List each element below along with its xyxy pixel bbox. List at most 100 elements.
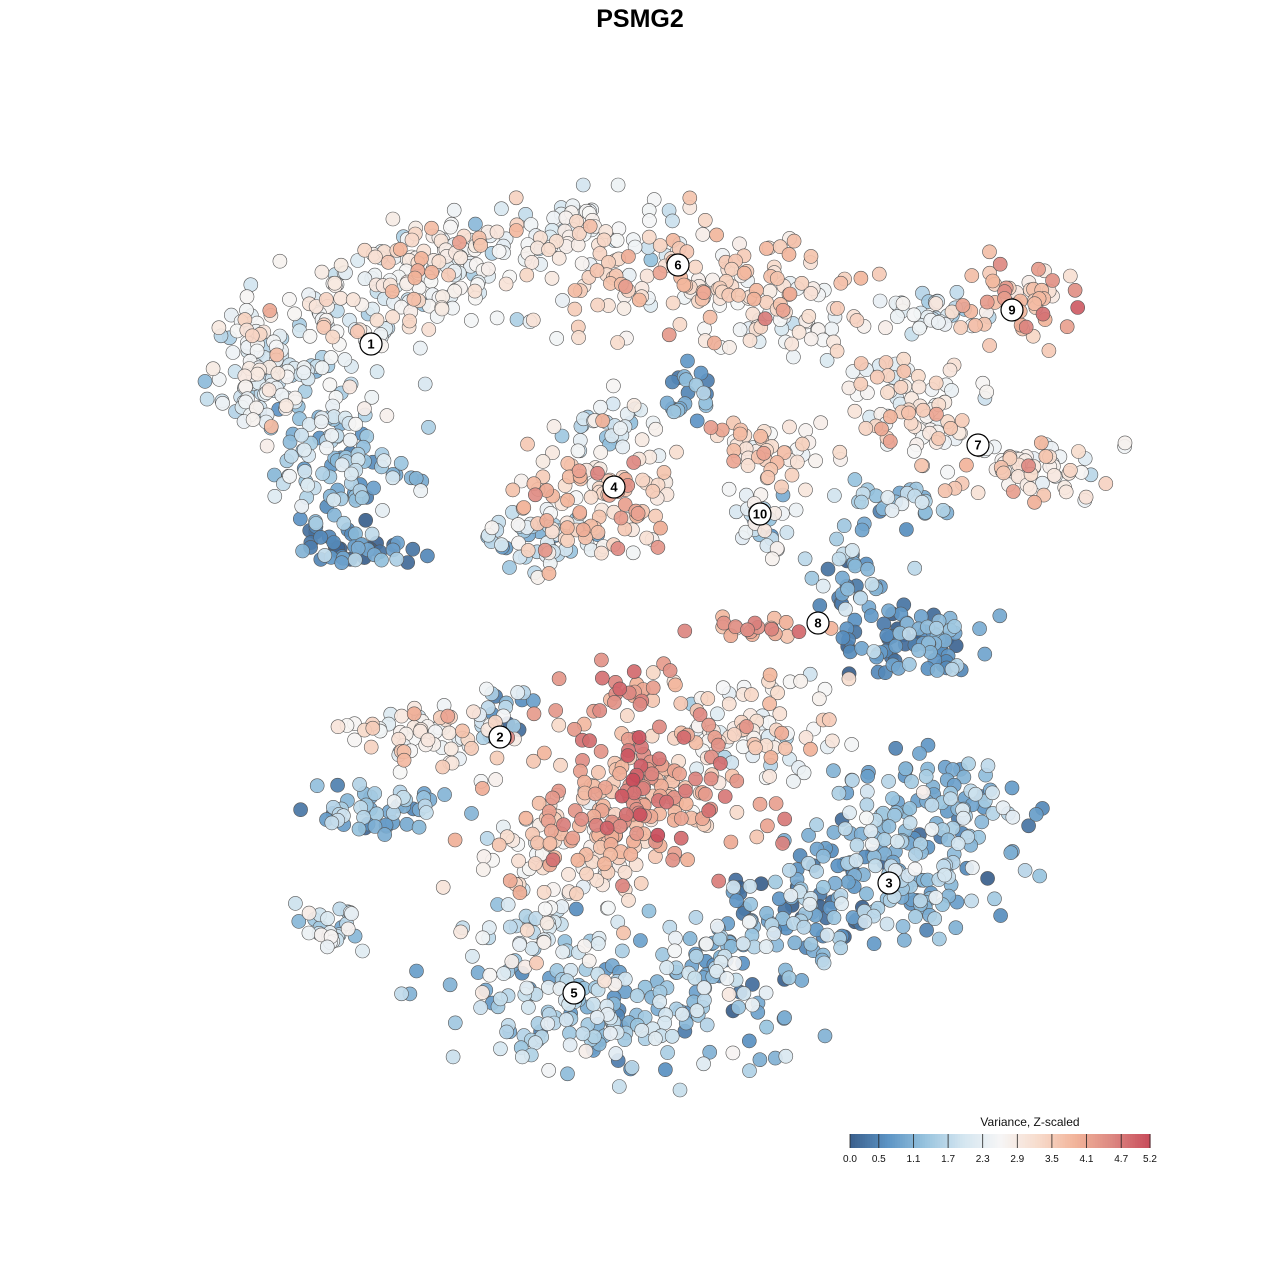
scatter-point	[594, 670, 610, 686]
colorbar-segment	[1100, 1134, 1104, 1148]
scatter-point	[590, 936, 606, 952]
scatter-point	[859, 784, 875, 799]
scatter-point	[796, 919, 812, 935]
scatter-point	[546, 419, 562, 434]
scatter-point	[844, 773, 860, 788]
scatter-point	[294, 427, 309, 443]
scatter-point	[441, 725, 457, 741]
colorbar-segment	[910, 1134, 914, 1148]
scatter-point	[1021, 458, 1036, 474]
scatter-point	[592, 703, 608, 718]
colorbar-segment	[975, 1134, 979, 1148]
scatter-point	[902, 801, 918, 816]
cluster-label-badge	[877, 871, 901, 895]
colorbar-segment	[987, 1134, 991, 1148]
scatter-point	[333, 290, 349, 306]
scatter-point	[931, 931, 947, 947]
scatter-point	[489, 750, 505, 766]
scatter-point	[613, 421, 628, 436]
scatter-point	[1027, 296, 1042, 312]
scatter-point	[583, 489, 599, 505]
scatter-point	[512, 937, 527, 952]
scatter-point	[880, 385, 895, 400]
scatter-point	[725, 1045, 741, 1061]
scatter-point	[689, 1003, 705, 1019]
scatter-point	[404, 232, 420, 248]
scatter-point	[673, 811, 689, 826]
cluster-label-5: 5	[562, 981, 586, 1005]
scatter-point	[872, 293, 888, 309]
scatter-point	[709, 963, 724, 979]
scatter-point	[902, 815, 918, 831]
scatter-point	[526, 753, 541, 769]
scatter-point	[343, 466, 359, 482]
scatter-point	[334, 555, 350, 571]
scatter-point	[325, 329, 341, 345]
scatter-point	[596, 232, 612, 248]
scatter-point	[314, 264, 330, 280]
scatter-point	[1070, 300, 1085, 315]
scatter-point	[313, 414, 329, 430]
scatter-point	[1031, 261, 1046, 277]
colorbar-segment	[872, 1134, 876, 1148]
scatter-point	[968, 786, 983, 802]
scatter-point	[700, 691, 716, 706]
scatter-point	[380, 254, 396, 270]
scatter-point	[927, 911, 943, 927]
scatter-point	[841, 671, 857, 687]
scatter-point	[760, 818, 775, 834]
colorbar-segment	[985, 1134, 989, 1148]
scatter-point	[738, 524, 754, 540]
scatter-point	[1034, 435, 1049, 451]
cluster-label-badge	[806, 611, 830, 635]
scatter-point	[650, 827, 666, 843]
cluster-label-text: 9	[1008, 303, 1015, 318]
scatter-point	[617, 864, 633, 880]
scatter-point	[259, 438, 275, 454]
scatter-point	[703, 420, 719, 435]
scatter-point	[1028, 807, 1044, 822]
scatter-point	[643, 252, 659, 268]
scatter-point	[760, 470, 776, 485]
scatter-point	[1005, 809, 1021, 825]
scatter-point	[908, 909, 923, 924]
scatter-point	[587, 786, 603, 802]
scatter-point	[614, 788, 630, 804]
colorbar-segment	[1017, 1134, 1021, 1148]
scatter-point	[393, 455, 409, 471]
scatter-point	[288, 896, 303, 911]
scatter-point	[752, 1052, 768, 1067]
scatter-point	[424, 220, 439, 236]
scatter-point	[319, 939, 335, 955]
scatter-point	[907, 560, 923, 576]
colorbar-segment	[1142, 1134, 1146, 1148]
scatter-point	[757, 311, 773, 327]
colorbar-segment	[997, 1134, 1001, 1148]
scatter-point	[833, 275, 849, 291]
scatter-point	[701, 717, 717, 733]
scatter-point	[697, 213, 713, 228]
scatter-point	[368, 249, 383, 265]
scatter-point	[475, 985, 490, 1000]
scatter-point	[782, 862, 797, 878]
scatter-point	[350, 253, 366, 268]
scatter-point	[740, 622, 755, 638]
scatter-point	[245, 412, 261, 427]
scatter-point	[629, 988, 645, 1004]
colorbar-segment	[937, 1134, 941, 1148]
colorbar-segment	[1027, 1134, 1031, 1148]
colorbar-segment	[940, 1134, 944, 1148]
scatter-point	[301, 925, 317, 941]
scatter-point	[651, 751, 667, 767]
scatter-point	[502, 919, 518, 935]
scatter-point	[878, 320, 893, 336]
scatter-point	[499, 1024, 514, 1040]
scatter-point	[911, 643, 926, 658]
scatter-point	[453, 924, 469, 940]
scatter-point	[824, 733, 840, 749]
scatter-point	[853, 356, 869, 371]
scatter-point	[560, 492, 575, 508]
scatter-point	[745, 306, 761, 322]
scatter-point	[769, 271, 785, 286]
scatter-point	[863, 608, 879, 624]
